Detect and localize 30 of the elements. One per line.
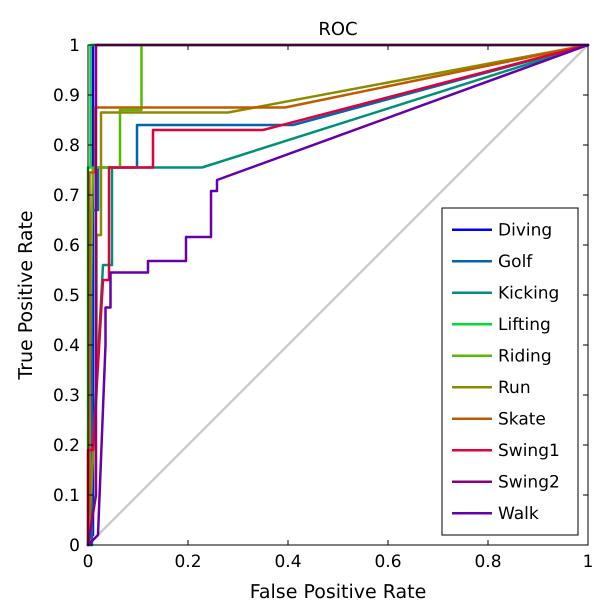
legend-label: Swing2 xyxy=(498,472,560,493)
x-tick-label: 1 xyxy=(582,552,594,572)
x-tick-label: 0.4 xyxy=(274,552,302,572)
x-tick-label: 0.6 xyxy=(374,552,402,572)
y-tick-label: 0.5 xyxy=(52,286,80,306)
y-tick-label: 0.3 xyxy=(52,386,80,406)
y-tick-label: 0.7 xyxy=(52,186,80,206)
y-tick-label: 0.8 xyxy=(52,136,80,156)
y-axis-title: True Positive Rate xyxy=(15,210,37,381)
x-axis-title: False Positive Rate xyxy=(250,581,426,603)
y-tick-label: 0 xyxy=(69,536,80,556)
legend-label: Run xyxy=(498,378,531,398)
chart-title: ROC xyxy=(318,19,358,40)
y-tick-label: 0.4 xyxy=(52,336,80,356)
y-tick-label: 0.1 xyxy=(52,486,80,506)
legend-label: Riding xyxy=(498,346,552,367)
x-tick-label: 0.8 xyxy=(474,552,502,572)
y-tick-label: 0.6 xyxy=(52,236,80,256)
legend-label: Lifting xyxy=(498,315,551,336)
y-tick-label: 1 xyxy=(69,36,80,56)
legend-label: Golf xyxy=(498,252,534,272)
legend-label: Kicking xyxy=(498,284,560,304)
legend-label: Walk xyxy=(498,504,539,524)
legend-label: Swing1 xyxy=(498,441,560,462)
legend-label: Diving xyxy=(498,220,552,241)
y-tick-label: 0.2 xyxy=(52,436,80,456)
legend-label: Skate xyxy=(498,410,546,430)
x-tick-label: 0 xyxy=(82,552,94,572)
x-tick-label: 0.2 xyxy=(174,552,202,572)
y-tick-label: 0.9 xyxy=(52,86,80,106)
